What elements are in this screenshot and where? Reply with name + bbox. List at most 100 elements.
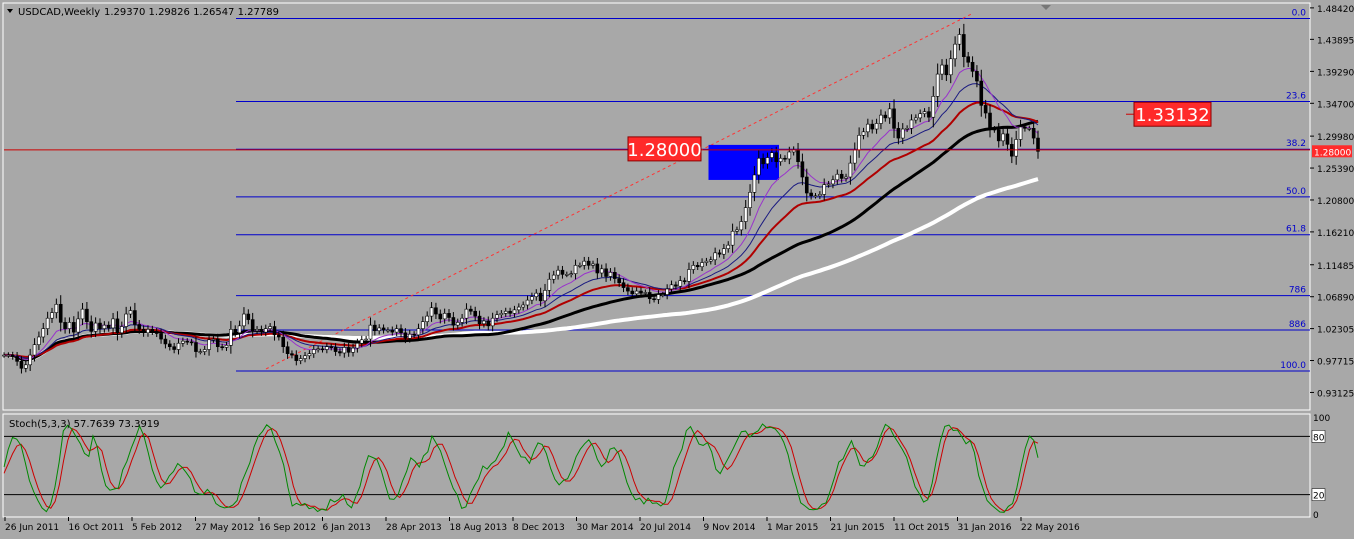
candle-body [6,354,11,357]
candle-body [490,317,495,327]
candle-body [517,306,521,311]
candle-body [508,310,512,314]
candle-body [957,34,962,45]
candle-body [948,58,953,76]
candle-body [37,336,41,345]
fib-label: 61.8 [1286,225,1306,235]
candle-body [377,327,382,332]
time-tick-label: 27 May 2012 [196,523,255,533]
candle-body [159,333,163,340]
candle-body [582,260,587,266]
candle-body [237,325,242,334]
fib-label: 0.0 [1292,8,1307,18]
candle-body [739,221,744,231]
candle-body [818,194,822,197]
candle-body [58,303,63,323]
time-tick-label: 9 Nov 2014 [704,523,756,533]
candle-body [194,342,198,352]
candle-body [569,273,573,275]
candle-body [281,336,286,348]
candle-body [708,259,713,262]
candle-body [521,304,525,308]
candle-body [407,333,412,339]
menu-arrow-icon[interactable] [7,9,13,13]
candle-body [599,268,604,274]
candle-body [128,310,133,315]
candle-body [45,317,50,329]
price-tick-label: 1.29980 [1317,133,1354,143]
candle-body [647,292,652,300]
candle-body [896,128,901,139]
time-tick-label: 20 Jul 2014 [640,523,691,533]
candle-body [953,43,957,60]
candle-body [713,252,717,261]
candle-body [656,294,661,300]
candle-body [429,307,434,317]
time-tick-label: 22 May 2016 [1021,523,1080,533]
time-tick-label: 11 Oct 2015 [894,523,950,533]
time-axis: 26 Jun 2011 16 Oct 2011 5 Feb 2012 27 May 2… [4,517,1080,533]
time-tick-label: 18 Aug 2013 [450,523,508,533]
fibonacci-levels[interactable]: 0.0 23.6 38.2 50.0 61.8 786 886 100.0 [236,8,1310,372]
candle-body [133,310,137,325]
candle-body [390,329,395,333]
candle-body [425,315,429,322]
price-tick-label: 0.93125 [1317,389,1354,399]
time-tick-label: 30 Mar 2014 [577,523,634,533]
time-tick-label: 28 Apr 2013 [386,523,442,533]
candle-body [499,313,504,316]
candle-body [844,176,848,179]
candle-body [639,290,643,294]
ohlc-values: 1.29370 1.29826 1.26547 1.27789 [104,7,279,18]
candle-body [229,329,233,346]
candle-body [106,324,111,329]
candle-body [167,343,172,348]
price-tick-label: 1.39290 [1317,68,1354,78]
candle-body [394,328,399,333]
candle-body [1027,128,1032,130]
candle-body [765,157,770,165]
candle-body [373,324,377,332]
candle-body [787,151,792,160]
candle-body [250,319,255,332]
time-tick-label: 1 Mar 2015 [767,523,818,533]
candle-body [617,278,621,284]
candle-body [674,284,678,287]
candle-body [940,64,944,75]
candle-body [573,265,578,274]
fib-label: 886 [1289,320,1306,330]
candle-body [1014,139,1018,157]
stoch-main-line [3,423,1039,513]
candle-body [333,347,338,352]
candle-body [905,128,909,130]
candle-body [717,252,722,255]
candle-body [560,269,565,275]
candle-body [900,128,905,139]
fib-label: 23.6 [1286,92,1306,102]
candle-body [935,73,940,97]
candle-body [495,314,499,319]
candle-body [783,157,787,160]
candle-body [54,303,59,313]
callout-price-label: 1.33132 [1135,105,1209,126]
candle-body [416,328,421,336]
candle-body [730,230,735,246]
candle-body [591,263,595,266]
candle-body [141,329,146,334]
candle-body [15,356,19,362]
candle-body [983,105,988,114]
candle-body [381,327,386,331]
candle-body [800,161,805,178]
candle-body [826,183,831,186]
scroll-marker-icon[interactable] [1041,5,1051,10]
candle-body [2,354,6,357]
stoch-axis-label: 20 [1313,492,1325,502]
candle-body [303,355,307,359]
ma-navy-line [4,83,1039,359]
callout-price-box [1133,101,1212,127]
candle-body [255,329,259,332]
candle-body [512,309,517,314]
candle-body [748,192,752,208]
